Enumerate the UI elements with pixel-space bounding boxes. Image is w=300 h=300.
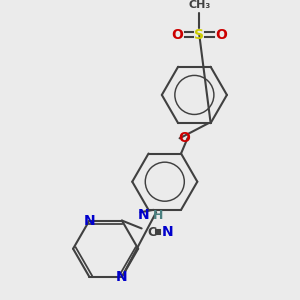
Text: O: O bbox=[178, 131, 190, 145]
Text: N: N bbox=[161, 225, 173, 239]
Text: O: O bbox=[215, 28, 227, 42]
Text: N: N bbox=[116, 270, 128, 284]
Text: H: H bbox=[153, 209, 163, 222]
Text: C: C bbox=[147, 226, 156, 239]
Text: CH₃: CH₃ bbox=[188, 0, 210, 10]
Text: S: S bbox=[194, 28, 204, 42]
Text: N: N bbox=[137, 208, 149, 222]
Text: O: O bbox=[172, 28, 184, 42]
Text: N: N bbox=[84, 214, 95, 228]
